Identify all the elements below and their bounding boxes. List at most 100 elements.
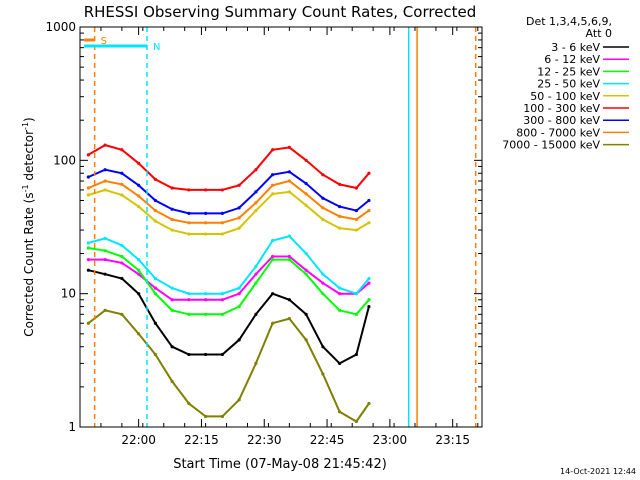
series-point: [153, 276, 157, 281]
series-point: [354, 419, 358, 424]
series-point: [220, 414, 224, 419]
series-point: [254, 264, 258, 269]
series-point: [120, 148, 124, 152]
footer-timestamp: 14-Oct-2021 12:44: [560, 467, 636, 476]
series-point: [170, 286, 174, 290]
series-line: [88, 247, 370, 316]
series-line: [87, 168, 370, 215]
y-tick-label: 10: [61, 287, 76, 301]
series-point: [321, 196, 325, 200]
series-point: [103, 188, 107, 192]
series-line: [88, 179, 370, 224]
series-point: [170, 217, 174, 222]
series-point: [271, 183, 275, 187]
series-point: [86, 258, 90, 262]
series-point: [237, 183, 241, 187]
y-tick-label: 100: [53, 153, 76, 167]
series-point: [153, 198, 157, 203]
series-point: [137, 183, 141, 187]
series-point: [287, 258, 291, 262]
series-point: [254, 281, 258, 285]
series-point: [220, 188, 224, 192]
series-point: [153, 286, 157, 290]
series-point: [237, 304, 241, 309]
series-point: [287, 179, 291, 183]
series-point: [287, 317, 291, 321]
x-axis-label: Start Time (07-May-08 21:45:42): [173, 457, 387, 472]
series-point: [287, 170, 291, 174]
series-point: [86, 246, 90, 250]
series-point: [237, 338, 241, 342]
series-point: [137, 292, 141, 296]
series-point: [170, 379, 174, 383]
series-point: [204, 188, 208, 192]
series-point: [304, 158, 308, 162]
series-point: [170, 308, 174, 312]
legend-label: 100 - 300 keV: [523, 102, 600, 115]
series-point: [304, 251, 308, 256]
series-point: [187, 232, 191, 236]
series-point: [338, 308, 342, 312]
series-point: [287, 190, 291, 194]
series-point: [103, 249, 107, 253]
series-point: [338, 214, 342, 218]
chart-title: RHESSI Observing Summary Count Rates, Co…: [84, 3, 477, 21]
series-point: [271, 258, 275, 262]
series-point: [170, 228, 174, 232]
series-point: [86, 241, 90, 245]
series-point: [338, 361, 342, 365]
series-point: [187, 211, 191, 215]
series-point: [321, 372, 325, 376]
series-point: [137, 268, 141, 272]
series-point: [220, 298, 224, 302]
series-point: [271, 254, 275, 259]
series-point: [338, 292, 342, 296]
x-tick-label: 23:00: [373, 433, 408, 447]
legend-label: 3 - 6 keV: [551, 41, 600, 54]
series-point: [254, 312, 258, 316]
series-point: [354, 186, 358, 190]
series-point: [153, 292, 157, 296]
series-point: [137, 332, 141, 336]
series-point: [103, 179, 107, 183]
series-point: [271, 292, 275, 296]
x-tick-label: 22:30: [247, 433, 282, 447]
plot-frame: [79, 26, 483, 428]
series-point: [367, 171, 371, 175]
series-point: [354, 217, 358, 222]
series-point: [187, 292, 191, 296]
series-point: [204, 298, 208, 302]
series-point: [254, 208, 258, 213]
series-line: [88, 235, 370, 295]
series-point: [204, 292, 208, 296]
series-point: [271, 321, 275, 325]
series-point: [170, 207, 174, 211]
series-point: [237, 286, 241, 290]
series-point: [204, 211, 208, 215]
series-point: [254, 361, 258, 365]
series-point: [237, 398, 241, 402]
series-point: [137, 194, 141, 198]
series-point: [86, 321, 90, 325]
series-point: [354, 208, 358, 213]
series-point: [86, 175, 90, 179]
series-point: [103, 308, 107, 312]
series-point: [137, 258, 141, 262]
series-point: [120, 276, 124, 281]
series-point: [187, 298, 191, 302]
series-point: [354, 352, 358, 357]
series-point: [204, 232, 208, 236]
series-point: [204, 312, 208, 316]
series-point: [321, 173, 325, 177]
series-point: [170, 186, 174, 190]
series-point: [86, 153, 90, 157]
series-point: [187, 401, 191, 406]
series-point: [137, 204, 141, 209]
legend-label: 50 - 100 keV: [530, 90, 600, 103]
series-point: [86, 186, 90, 190]
x-tick-label: 22:45: [310, 433, 345, 447]
y-axis-label: Corrected Count Rate (s-1 detector-1): [21, 117, 36, 336]
series-point: [354, 312, 358, 316]
series-point: [271, 192, 275, 196]
